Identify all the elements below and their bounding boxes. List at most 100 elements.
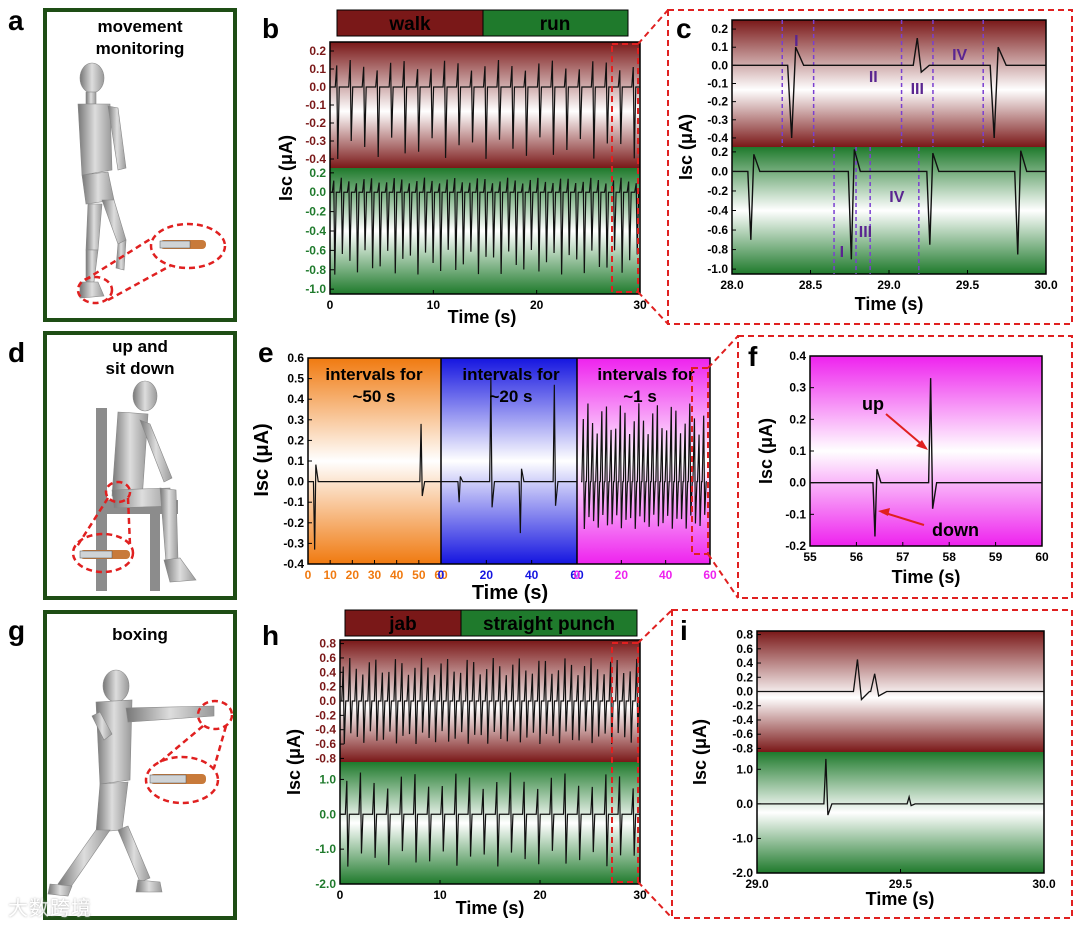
chart-f-x-tick-label: 56 bbox=[850, 550, 864, 564]
chart-b-run-y-tick-label: -0.2 bbox=[305, 205, 326, 219]
chart-b-walk-y-tick-label: 0.0 bbox=[309, 80, 326, 94]
panel-letter-e: e bbox=[258, 337, 274, 368]
chart-i-punch-bg bbox=[757, 752, 1044, 873]
chart-e-seg1-x-tick-label: 40 bbox=[390, 568, 404, 582]
chart-e-seg2-x-tick-label: 0 bbox=[438, 568, 445, 582]
sensor-zoom-g bbox=[144, 699, 234, 805]
chart-c-x-tick-label: 28.5 bbox=[799, 278, 823, 292]
chart-c-phase-label: IV bbox=[889, 189, 904, 206]
chart-c-run-y-tick-label: -0.2 bbox=[707, 184, 728, 198]
chart-h-punch-y-tick-label: 0.0 bbox=[319, 807, 336, 821]
chart-e-y-tick-label: 0.6 bbox=[287, 351, 304, 365]
chart-h-jab-y-tick-label: -0.8 bbox=[315, 751, 336, 765]
chart-h-x-tick-label: 0 bbox=[337, 888, 344, 902]
chart-h-xlabel: Time (s) bbox=[456, 898, 525, 918]
chart-f-y-tick-label: -0.1 bbox=[785, 507, 806, 521]
chart-c-x-tick-label: 29.5 bbox=[956, 278, 980, 292]
chart-f-arrow-up bbox=[885, 413, 927, 449]
chart-i-punch-y-tick-label: 0.0 bbox=[736, 797, 753, 811]
chart-e-y-tick-label: 0.4 bbox=[287, 392, 304, 406]
chart-i-jab-y-tick-label: 0.2 bbox=[736, 670, 753, 684]
chart-h-punch-signal bbox=[340, 772, 640, 867]
chart-c-x-tick-label: 30.0 bbox=[1034, 278, 1058, 292]
chart-h-jab-y-tick-label: 0.8 bbox=[319, 637, 336, 651]
chart-c-phase-label: I bbox=[794, 33, 798, 50]
chart-c-walk-y-tick-label: -0.2 bbox=[707, 95, 728, 109]
chart-h: jab straight punch 0.80.60.40.20.0-0.2-0… bbox=[284, 609, 647, 918]
caption-a-line1: movement bbox=[97, 17, 182, 36]
chart-h-punch-y-tick-label: -2.0 bbox=[315, 877, 336, 891]
chart-b-walk-y-tick-label: 0.1 bbox=[309, 62, 326, 76]
chart-e-seg3-x-tick-label: 60 bbox=[703, 568, 717, 582]
chart-f-y-tick-label: -0.2 bbox=[785, 539, 806, 553]
chart-b-walk-y-tick-label: -0.3 bbox=[305, 134, 326, 148]
chart-c-x-tick-label: 28.0 bbox=[720, 278, 744, 292]
connector-h-i-top bbox=[637, 609, 673, 644]
chart-b-walk-signal bbox=[330, 59, 640, 160]
watermark: 大数跨境 bbox=[8, 898, 92, 920]
chart-e-seg1-bg bbox=[308, 358, 441, 564]
chart-b-x-tick-label: 0 bbox=[327, 298, 334, 312]
chart-b-walk-y-tick-label: -0.2 bbox=[305, 116, 326, 130]
chart-e-seg1-label-1: intervals for bbox=[325, 365, 423, 384]
chart-e-seg2-x-tick-label: 20 bbox=[480, 568, 494, 582]
chart-i-jab-y-tick-label: -0.2 bbox=[732, 699, 753, 713]
chart-e-y-tick-label: 0.0 bbox=[287, 475, 304, 489]
chart-c-walk-y-tick-label: 0.2 bbox=[711, 22, 728, 36]
chart-f-arrowhead-down bbox=[878, 508, 890, 516]
chart-i-punch-signal bbox=[757, 758, 1044, 816]
chart-e-y-tick-label: -0.4 bbox=[283, 557, 304, 571]
chart-b-header-walk: walk bbox=[388, 14, 431, 35]
chart-f-xlabel: Time (s) bbox=[892, 567, 961, 587]
panel-letter-i: i bbox=[680, 615, 688, 646]
connector-e-f-top bbox=[707, 335, 739, 369]
panel-letter-c: c bbox=[676, 13, 692, 44]
chart-i-punch-y-tick-label: -2.0 bbox=[732, 866, 753, 880]
chart-c-run-y-tick-label: 0.2 bbox=[711, 145, 728, 159]
chart-h-jab-y-tick-label: -0.2 bbox=[315, 708, 336, 722]
chart-b-run-y-tick-label: -1.0 bbox=[305, 282, 326, 296]
chart-c-run-y-tick-label: -0.4 bbox=[707, 204, 728, 218]
chart-c-phase-label: III bbox=[911, 81, 924, 98]
chart-c-walk-signal bbox=[732, 38, 1046, 138]
chart-i-x-tick-label: 29.5 bbox=[889, 877, 913, 891]
chart-e-seg1-x-tick-label: 20 bbox=[346, 568, 360, 582]
chart-b-header-run-bg bbox=[482, 9, 629, 37]
panel-letter-h: h bbox=[262, 620, 279, 651]
chart-f-y-tick-label: 0.4 bbox=[789, 349, 806, 363]
chart-c-phase-label: II bbox=[869, 69, 878, 86]
chart-i-jab-signal bbox=[757, 659, 1044, 701]
chart-f-signal bbox=[810, 378, 1042, 537]
chart-i: 0.80.60.40.20.0-0.2-0.4-0.6-0.81.00.0-1.… bbox=[671, 609, 1073, 919]
chart-e-y-tick-label: 0.3 bbox=[287, 413, 304, 427]
chart-i-x-tick-label: 29.0 bbox=[745, 877, 769, 891]
panel-letter-b: b bbox=[262, 13, 279, 44]
chart-h-jab-y-tick-label: -0.6 bbox=[315, 737, 336, 751]
chart-b-frame bbox=[329, 41, 641, 295]
chart-c-run-y-tick-label: 0.0 bbox=[711, 164, 728, 178]
chart-b-header-run: run bbox=[540, 14, 571, 35]
chart-b-run-y-tick-label: 0.2 bbox=[309, 166, 326, 180]
connector-e-f-bottom bbox=[707, 553, 739, 599]
chart-f-arrowhead-up bbox=[916, 440, 928, 450]
chart-c-run-y-tick-label: -0.8 bbox=[707, 243, 728, 257]
chart-f-x-tick-label: 60 bbox=[1035, 550, 1049, 564]
chart-c-ylabel: Isc (μA) bbox=[676, 114, 696, 180]
chart-f-y-tick-label: 0.3 bbox=[789, 381, 806, 395]
chart-c-walk-y-tick-label: 0.0 bbox=[711, 58, 728, 72]
chart-b-run-y-tick-label: -0.6 bbox=[305, 243, 326, 257]
chart-b-x-tick-label: 20 bbox=[530, 298, 544, 312]
illustration-g: boxing bbox=[43, 610, 237, 920]
illustration-d: up and sit down bbox=[43, 331, 237, 600]
sensor-zoom-a bbox=[76, 222, 227, 305]
chart-f-y-tick-label: 0.2 bbox=[789, 412, 806, 426]
chart-h-jab-signal bbox=[340, 657, 640, 745]
chart-f-dashed-frame bbox=[737, 335, 1073, 599]
chart-c-phase-label: IV bbox=[952, 47, 967, 64]
chart-h-header-punch-bg bbox=[460, 609, 638, 637]
chart-c-walk-y-tick-label: -0.4 bbox=[707, 131, 728, 145]
chart-i-jab-y-tick-label: 0.8 bbox=[736, 628, 753, 642]
chart-e-seg2-x-tick-label: 40 bbox=[525, 568, 539, 582]
chart-c-phase-label: III bbox=[859, 224, 872, 241]
connector-b-c-top bbox=[637, 9, 669, 45]
